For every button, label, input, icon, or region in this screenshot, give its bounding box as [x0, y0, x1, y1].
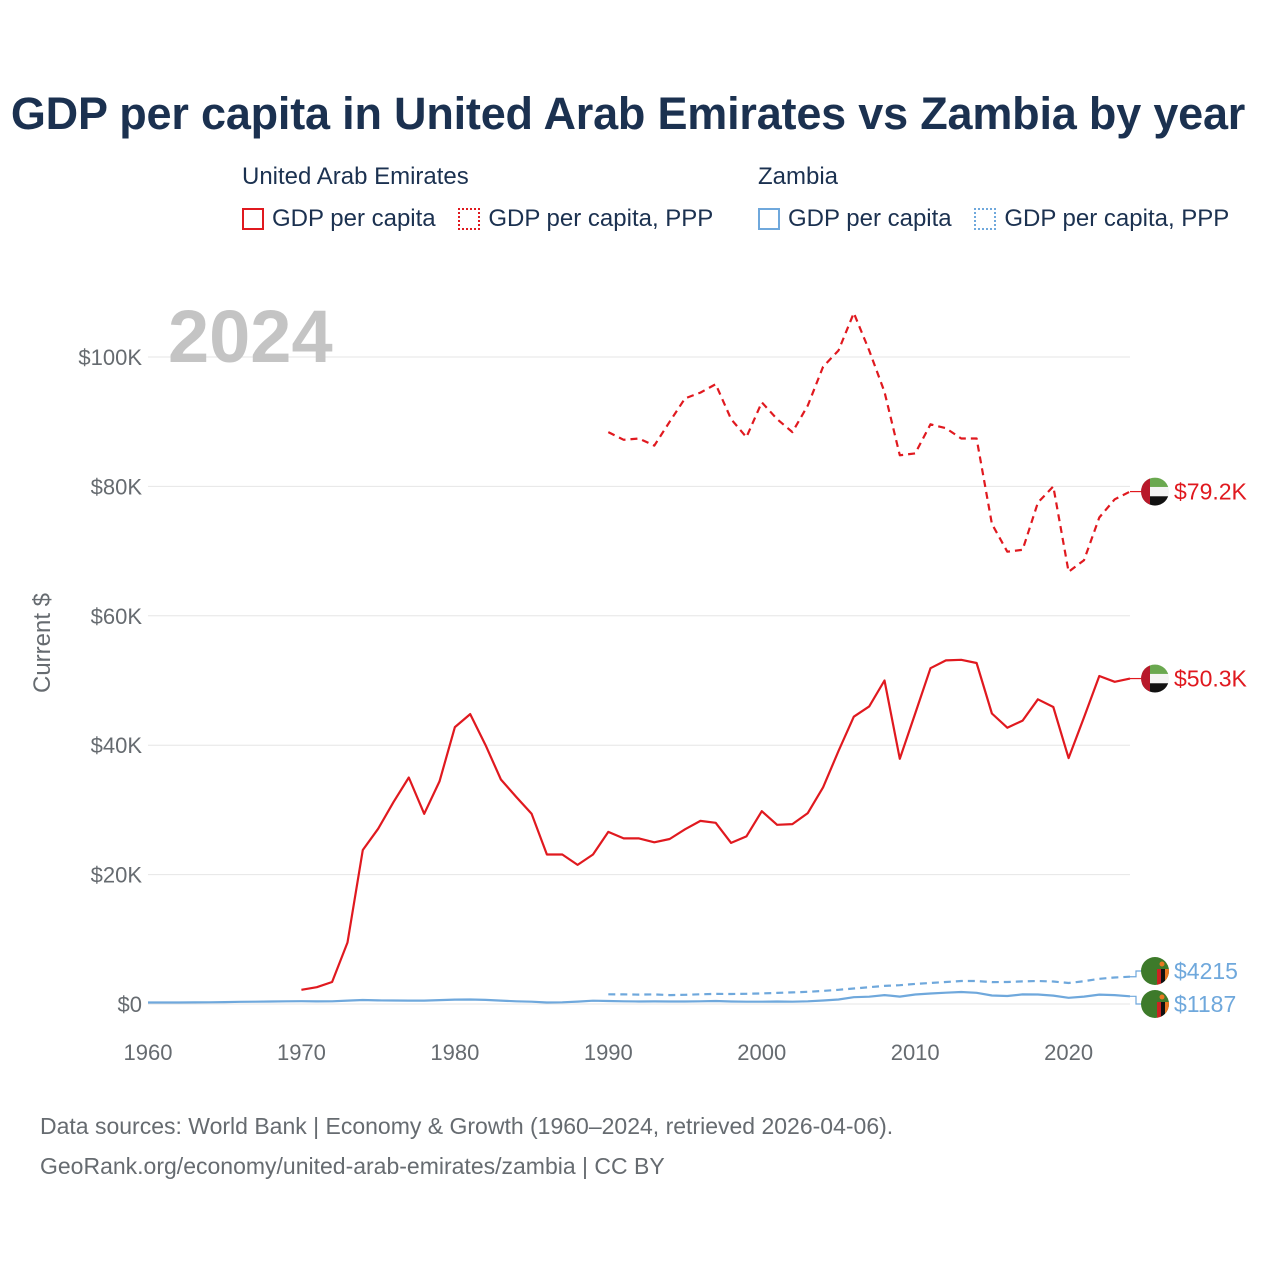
- legend-item-zambia-gdp-ppp[interactable]: GDP per capita, PPP: [974, 205, 1229, 233]
- chart-title: GDP per capita in United Arab Emirates v…: [10, 88, 1246, 139]
- y-tick-label: $40K: [91, 733, 143, 758]
- legend-group-zambia: Zambia GDP per capita GDP per capita, PP…: [758, 163, 1229, 237]
- footer: Data sources: World Bank | Economy & Gro…: [40, 1106, 893, 1186]
- x-tick-label: 1980: [430, 1040, 479, 1065]
- end-label-connector: [1130, 995, 1143, 1005]
- legend-item-uae-gdp-ppp[interactable]: GDP per capita, PPP: [458, 205, 713, 233]
- y-tick-label: $60K: [91, 604, 143, 629]
- legend-swatch-solid: [242, 208, 264, 230]
- x-tick-label: 1960: [124, 1040, 173, 1065]
- uae-flag-icon: [1141, 477, 1169, 506]
- x-tick-label: 2020: [1044, 1040, 1093, 1065]
- y-tick-label: $80K: [91, 474, 143, 499]
- end-value-label: $1187: [1174, 991, 1236, 1017]
- series-line-0: [301, 658, 1131, 991]
- legend-swatch-dotted: [458, 208, 481, 230]
- y-axis-ticks: $0 $20K $40K $60K $80K $100K: [78, 345, 142, 1017]
- y-tick-label: $100K: [78, 345, 142, 370]
- year-badge: 2024: [168, 295, 333, 378]
- gridlines: [148, 356, 1130, 1005]
- legend-group-name: United Arab Emirates: [242, 163, 469, 190]
- legend-group-name: Zambia: [758, 163, 839, 190]
- legend-group-uae: United Arab Emirates GDP per capita GDP …: [242, 163, 729, 237]
- legend-swatch-solid: [758, 208, 780, 230]
- legend-item-label: GDP per capita, PPP: [1004, 205, 1230, 232]
- end-label-group: $79.2K: [1130, 477, 1248, 506]
- x-tick-label: 1990: [584, 1040, 633, 1065]
- end-value-label: $79.2K: [1174, 479, 1248, 505]
- legend-item-label: GDP per capita: [788, 205, 952, 232]
- zambia-flag-icon: [1141, 990, 1169, 1018]
- x-tick-label: 2010: [891, 1040, 940, 1065]
- footer-link[interactable]: GeoRank.org/economy/united-arab-emirates…: [40, 1153, 665, 1179]
- legend-item-zambia-gdp[interactable]: GDP per capita: [758, 205, 952, 233]
- series-line-3: [608, 975, 1131, 997]
- x-axis-ticks: 1960 1970 1980 1990 2000 2010 2020: [124, 1040, 1094, 1065]
- uae-flag-icon: [1141, 664, 1169, 693]
- zambia-flag-icon: [1141, 957, 1169, 985]
- series-end-labels: $79.2K $50.3K $4215 $1187: [1130, 477, 1248, 1018]
- series-line-2: [148, 990, 1131, 1004]
- y-tick-label: $20K: [91, 863, 143, 888]
- end-value-label: $50.3K: [1174, 666, 1248, 692]
- end-label-group: $50.3K: [1130, 664, 1248, 693]
- legend-swatch-dotted: [974, 208, 997, 230]
- end-label-group: $4215: [1130, 957, 1238, 985]
- end-value-label: $4215: [1174, 958, 1238, 984]
- series-line-1: [607, 311, 1131, 573]
- series-lines: [148, 311, 1131, 1004]
- legend-item-label: GDP per capita: [272, 205, 436, 232]
- y-tick-label: $0: [118, 992, 142, 1017]
- y-axis-label: Current $: [29, 593, 56, 693]
- legend-item-uae-gdp[interactable]: GDP per capita: [242, 205, 436, 233]
- end-label-group: $1187: [1130, 990, 1236, 1018]
- footer-sources: Data sources: World Bank | Economy & Gro…: [40, 1113, 894, 1139]
- x-tick-label: 1970: [277, 1040, 326, 1065]
- end-label-connector: [1130, 970, 1143, 978]
- x-tick-label: 2000: [737, 1040, 786, 1065]
- legend-item-label: GDP per capita, PPP: [488, 205, 714, 232]
